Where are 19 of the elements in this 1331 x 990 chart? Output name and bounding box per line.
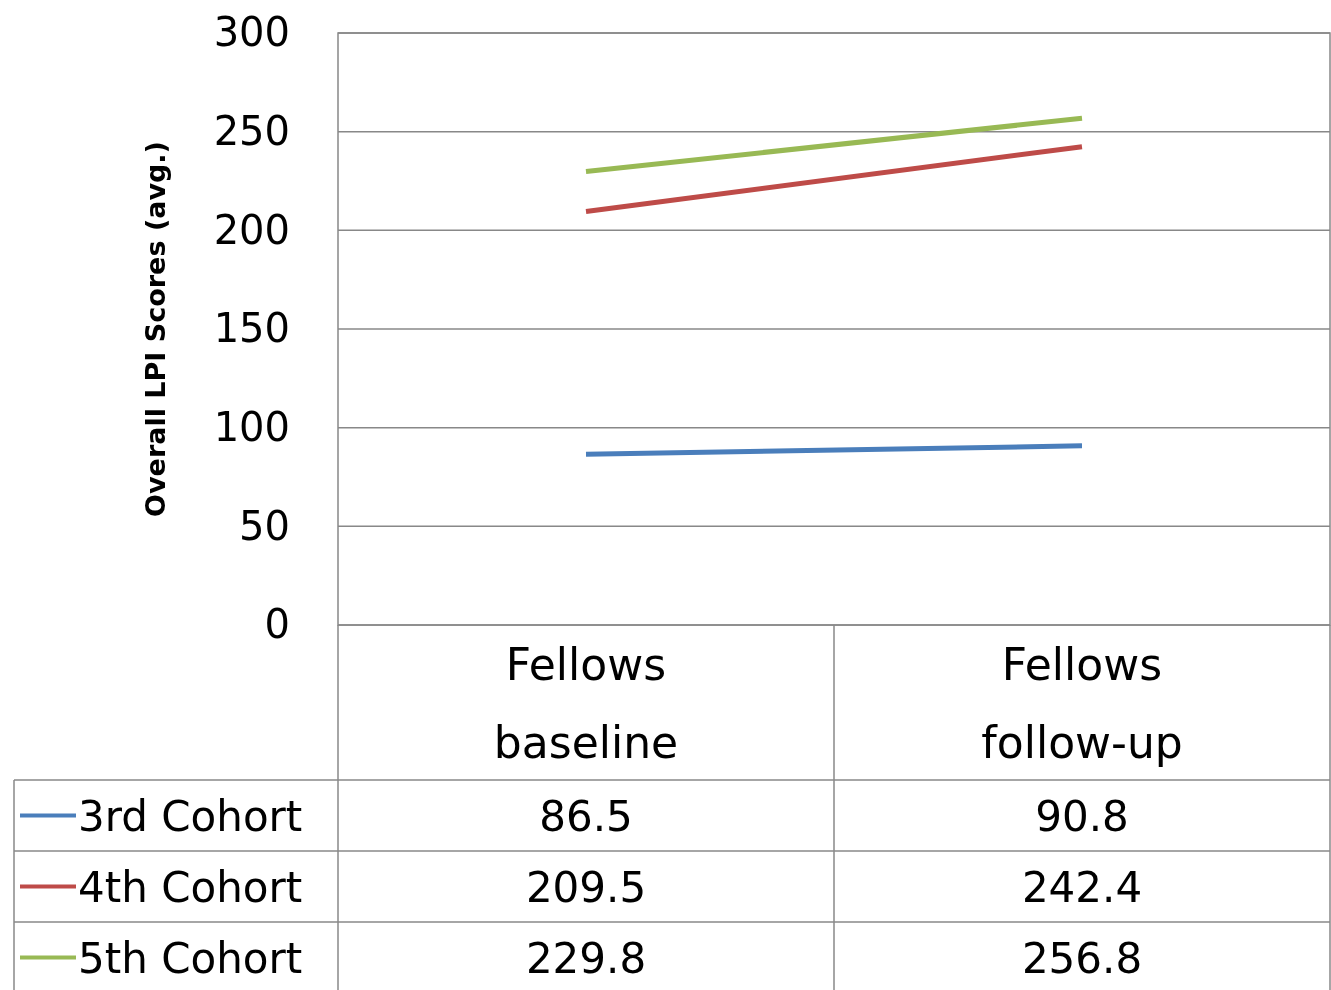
data-label: 256.8 <box>1021 933 1143 983</box>
y-tick-label: 250 <box>213 107 290 154</box>
x-tick-label: Fellows baseline <box>493 639 679 768</box>
data-label: 90.8 <box>1035 791 1129 841</box>
y-tick-label: 200 <box>213 206 290 253</box>
data-label: 209.5 <box>525 862 647 912</box>
data-label: 242.4 <box>1021 862 1143 912</box>
data-label: 86.5 <box>539 791 633 841</box>
data-label: 229.8 <box>525 933 647 983</box>
legend-label: 4th Cohort <box>78 862 303 912</box>
legend-label: 5th Cohort <box>78 933 303 983</box>
x-tick-label: Fellows follow-up <box>981 639 1183 768</box>
y-tick-label: 300 <box>213 9 290 56</box>
y-tick-label: 150 <box>213 305 290 352</box>
y-tick-label: 0 <box>264 601 290 648</box>
y-tick-label: 50 <box>239 502 290 549</box>
y-axis-title: Overall LPI Scores (avg.) <box>140 141 171 517</box>
legend-label: 3rd Cohort <box>78 791 303 841</box>
y-tick-label: 100 <box>213 403 290 450</box>
